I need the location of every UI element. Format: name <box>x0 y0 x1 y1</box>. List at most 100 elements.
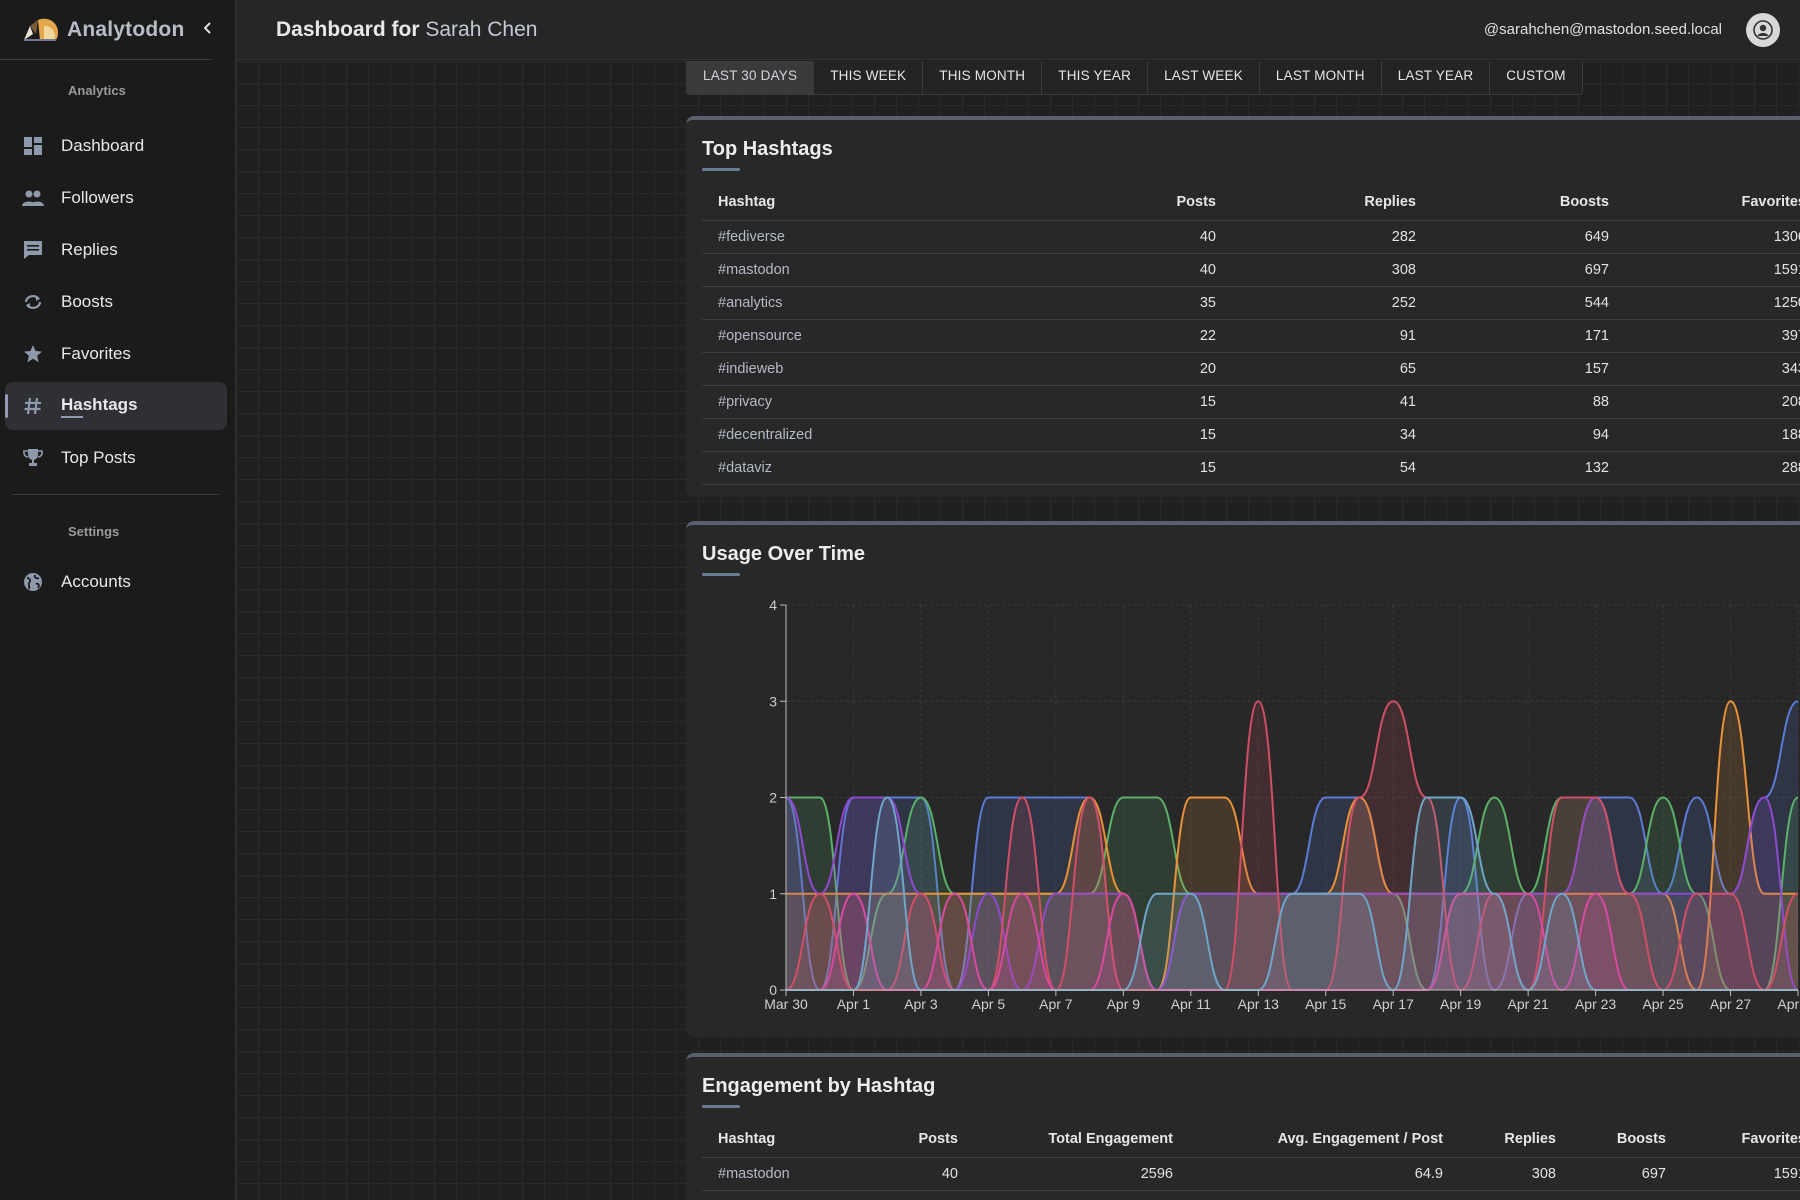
hashtag-link[interactable]: #privacy <box>702 385 1132 419</box>
hashtag-link[interactable]: #mastodon <box>702 253 1132 287</box>
sidebar-item-boosts[interactable]: Boosts <box>5 278 227 326</box>
hashtag-link[interactable]: #mastodon <box>702 1157 872 1191</box>
series-area <box>786 701 1798 990</box>
table-cell: 15 <box>1132 418 1232 452</box>
column-header[interactable]: Hashtag <box>702 184 1132 221</box>
y-tick-label: 1 <box>769 886 777 902</box>
logo-icon <box>24 18 58 41</box>
tab-this-year[interactable]: THIS YEAR <box>1042 61 1149 94</box>
section-label-analytics: Analytics <box>68 83 126 98</box>
table-cell: 188 <box>1625 418 1800 452</box>
sidebar-item-favorites[interactable]: Favorites <box>5 330 227 378</box>
x-tick-label: Apr 15 <box>1305 996 1346 1012</box>
trophy-icon <box>21 446 45 470</box>
table-cell: 171 <box>1432 319 1625 353</box>
table-row[interactable]: #fediverse402826491306 <box>702 220 1800 254</box>
column-header[interactable]: Posts <box>1132 184 1232 221</box>
table-cell: 34 <box>1232 418 1432 452</box>
table-cell: 35 <box>1132 286 1232 320</box>
table-cell: 20 <box>1132 352 1232 386</box>
hashtag-link[interactable]: #indieweb <box>702 352 1132 386</box>
series-area <box>786 893 1798 990</box>
column-header[interactable]: Posts <box>872 1121 974 1158</box>
column-header[interactable]: Favorites <box>1682 1121 1800 1158</box>
hashtag-link[interactable]: #opensource <box>702 319 1132 353</box>
table-cell: 1306 <box>1625 220 1800 254</box>
chevron-left-icon <box>203 22 211 34</box>
page-title: Dashboard for Sarah Chen <box>276 18 537 42</box>
column-header[interactable]: Total Engagement <box>974 1121 1189 1158</box>
table-cell: 40 <box>872 1157 974 1191</box>
table-row[interactable]: #mastodon403086971591 <box>702 253 1800 287</box>
table-header-row: Hashtag Posts Replies Boosts Favorites <box>702 184 1800 221</box>
sidebar-item-label: Top Posts <box>61 448 136 467</box>
tab-last-year[interactable]: LAST YEAR <box>1382 61 1491 94</box>
column-header[interactable]: Favorites <box>1625 184 1800 221</box>
table-row[interactable]: #opensource2291171397 <box>702 319 1800 353</box>
sidebar-item-label: Dashboard <box>61 136 145 155</box>
globe-icon <box>21 570 45 594</box>
sidebar-item-top-posts[interactable]: Top Posts <box>5 434 227 482</box>
tab-last-30-days[interactable]: LAST 30 DAYS <box>687 61 815 94</box>
hashtag-link[interactable]: #analytics <box>702 286 1132 320</box>
sidebar-item-hashtags[interactable]: Hashtags <box>5 382 227 430</box>
column-header[interactable]: Hashtag <box>702 1121 872 1158</box>
usage-chart: 0 1 2 3 4 Mar 30 Apr 1 Apr 3 Apr 5 Apr 7 Apr 9 Apr … <box>764 597 1800 1012</box>
tab-this-week[interactable]: THIS WEEK <box>814 61 924 94</box>
column-header[interactable]: Boosts <box>1572 1121 1682 1158</box>
table-cell: 288 <box>1625 451 1800 485</box>
sidebar-item-label: Followers <box>61 188 134 207</box>
table-row[interactable]: #dataviz1554132288 <box>702 451 1800 485</box>
tab-this-month[interactable]: THIS MONTH <box>923 61 1043 94</box>
x-tick-label: Apr 1 <box>837 996 871 1012</box>
table-cell: 40 <box>1132 253 1232 287</box>
hashtag-link[interactable]: #fediverse <box>702 220 1132 254</box>
x-tick-label: Apr 21 <box>1508 996 1549 1012</box>
table-row[interactable]: #analytics352525441250 <box>702 286 1800 320</box>
table-cell: 1250 <box>1625 286 1800 320</box>
card-title: Usage Over Time <box>702 543 865 576</box>
sidebar: Analytodon Analytics Dashboard Followers… <box>0 0 236 1200</box>
hashtag-link[interactable]: #decentralized <box>702 418 1132 452</box>
table-cell: 2596 <box>974 1157 1189 1191</box>
table-cell: 649 <box>1432 220 1625 254</box>
y-tick-label: 2 <box>769 790 777 806</box>
hashtag-link[interactable]: #dataviz <box>702 451 1132 485</box>
avatar[interactable] <box>1746 13 1780 47</box>
x-tick-label: Apr 7 <box>1039 996 1073 1012</box>
column-header[interactable]: Replies <box>1459 1121 1572 1158</box>
tab-last-month[interactable]: LAST MONTH <box>1260 61 1382 94</box>
table-cell: 343 <box>1625 352 1800 386</box>
app-name: Analytodon <box>67 17 185 41</box>
active-indicator <box>5 394 8 418</box>
sidebar-item-followers[interactable]: Followers <box>5 174 227 222</box>
series-area <box>786 701 1798 990</box>
table-row[interactable]: #privacy154188208 <box>702 385 1800 419</box>
card-title: Engagement by Hashtag <box>702 1075 935 1108</box>
column-header[interactable]: Boosts <box>1432 184 1625 221</box>
table-row[interactable]: #indieweb2065157343 <box>702 352 1800 386</box>
table-cell: 15 <box>1132 451 1232 485</box>
x-tick-label: Apr 9 <box>1107 996 1141 1012</box>
table-cell: 1591 <box>1625 253 1800 287</box>
series-area <box>786 701 1798 990</box>
collapse-sidebar-button[interactable] <box>196 16 220 40</box>
table-cell: 282 <box>1232 220 1432 254</box>
tab-last-week[interactable]: LAST WEEK <box>1148 61 1260 94</box>
sidebar-item-replies[interactable]: Replies <box>5 226 227 274</box>
dashboard-icon <box>21 134 45 158</box>
column-header[interactable]: Replies <box>1232 184 1432 221</box>
x-tick-label: Apr 27 <box>1710 996 1751 1012</box>
tab-custom[interactable]: CUSTOM <box>1506 68 1566 83</box>
table-row[interactable]: #decentralized153494188 <box>702 418 1800 452</box>
brand[interactable]: Analytodon <box>0 0 212 60</box>
column-header[interactable]: Avg. Engagement / Post <box>1189 1121 1459 1158</box>
top-hashtags-card: Top Hashtags Hashtag Posts Replies Boost… <box>686 116 1800 497</box>
hash-icon <box>21 394 45 418</box>
sidebar-item-accounts[interactable]: Accounts <box>5 558 227 606</box>
x-tick-label: Apr 25 <box>1642 996 1683 1012</box>
sidebar-item-dashboard[interactable]: Dashboard <box>5 122 227 170</box>
repeat-icon <box>21 290 45 314</box>
engagement-table: Hashtag Posts Total Engagement Avg. Enga… <box>702 1121 1800 1191</box>
